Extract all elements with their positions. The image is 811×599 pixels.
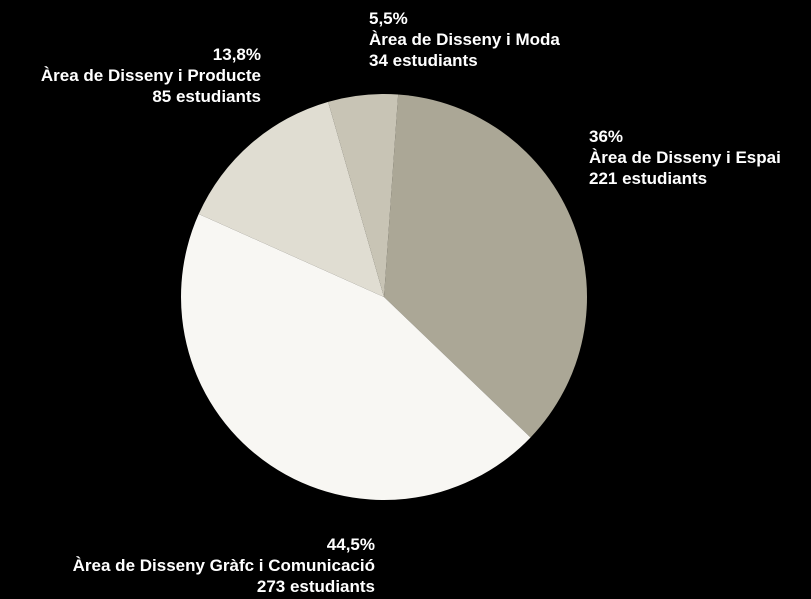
slice-producte bbox=[198, 101, 384, 297]
label-espai: 36% Àrea de Disseny i Espai 221 estudian… bbox=[589, 126, 781, 189]
label-espai-percent: 36% bbox=[589, 127, 624, 146]
label-producte-count: 85 estudiants bbox=[152, 87, 261, 106]
label-espai-count: 221 estudiants bbox=[589, 169, 708, 188]
slice-grafic bbox=[181, 214, 531, 500]
label-espai-name: Àrea de Disseny i Espai bbox=[589, 148, 781, 167]
label-producte: 13,8% Àrea de Disseny i Producte 85 estu… bbox=[41, 44, 261, 107]
label-moda-count: 34 estudiants bbox=[369, 51, 478, 70]
label-producte-percent: 13,8% bbox=[212, 45, 261, 64]
slice-moda bbox=[328, 93, 399, 297]
label-grafic-percent: 44,5% bbox=[326, 535, 375, 554]
label-moda: 5,5% Àrea de Disseny i Moda 34 estudiant… bbox=[369, 8, 560, 71]
label-grafic: 44,5% Àrea de Disseny Gràfc i Comunicaci… bbox=[73, 534, 375, 597]
label-grafic-count: 273 estudiants bbox=[256, 577, 375, 596]
label-moda-name: Àrea de Disseny i Moda bbox=[369, 30, 560, 49]
label-grafic-name: Àrea de Disseny Gràfc i Comunicació bbox=[72, 556, 375, 575]
label-producte-name: Àrea de Disseny i Producte bbox=[40, 66, 261, 85]
slice-espai bbox=[384, 94, 588, 438]
label-moda-percent: 5,5% bbox=[369, 9, 408, 28]
